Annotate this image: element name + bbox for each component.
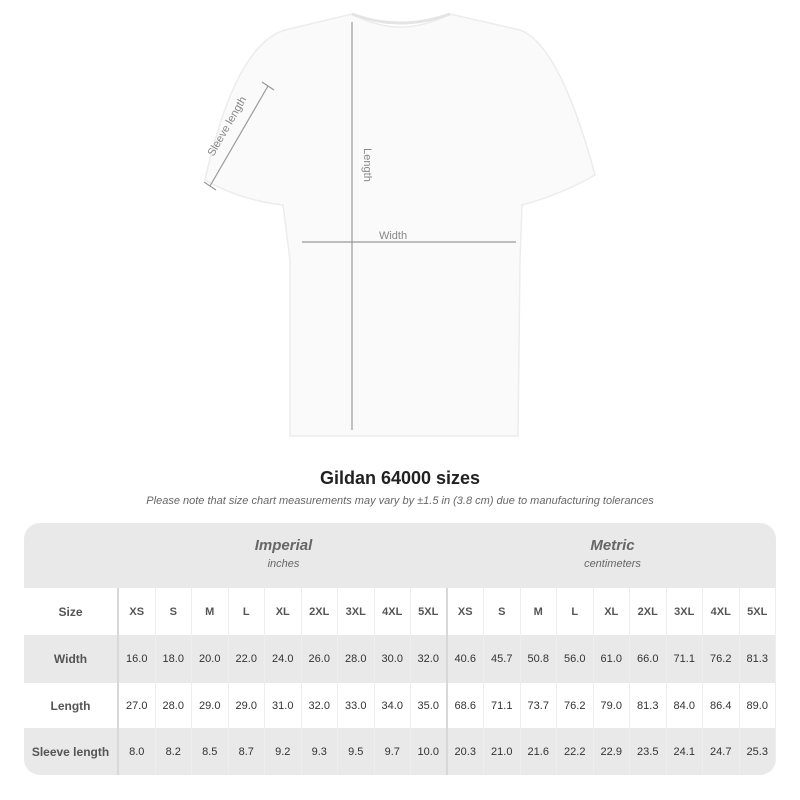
table-cell: 32.0 — [411, 635, 448, 683]
table-cell: 33.0 — [338, 683, 375, 728]
table-cell: 71.1 — [667, 635, 703, 683]
table-cell: 30.0 — [375, 635, 411, 683]
table-cell: 24.1 — [667, 728, 703, 775]
table-cell: 10.0 — [411, 728, 448, 775]
table-cell: XS — [119, 588, 156, 635]
measure-arrows — [203, 22, 516, 430]
table-cell: 31.0 — [265, 683, 302, 728]
table-cell: 28.0 — [156, 683, 192, 728]
table-cell: 26.0 — [302, 635, 338, 683]
table-cell: 4XL — [703, 588, 740, 635]
table-cell: 28.0 — [338, 635, 375, 683]
table-cell: 24.0 — [265, 635, 302, 683]
table-cell: 9.5 — [338, 728, 375, 775]
table-cell: 2XL — [630, 588, 667, 635]
row-label: Size — [24, 588, 119, 635]
width-label: Width — [379, 230, 407, 242]
table-cell: 45.7 — [484, 635, 521, 683]
table-cell: XL — [265, 588, 302, 635]
table-cell: 76.2 — [557, 683, 594, 728]
table-cell: 61.0 — [594, 635, 630, 683]
row-label: Length — [24, 683, 119, 728]
table-cell: 20.3 — [448, 728, 484, 775]
table-cell: L — [557, 588, 594, 635]
table-cell: 5XL — [740, 588, 776, 635]
length-label: Length — [361, 148, 373, 182]
table-cell: 8.5 — [192, 728, 229, 775]
table-cell: 81.3 — [630, 683, 667, 728]
size-header-row: Size XS S M L XL 2XL 3XL 4XL 5XL XS S M L XL 2XL 3XL 4XL 5… — [24, 588, 776, 635]
table-cell: L — [229, 588, 265, 635]
table-cell: 34.0 — [375, 683, 411, 728]
group-name: Imperial — [254, 537, 313, 554]
table-cell: 20.0 — [192, 635, 229, 683]
table-cell: 68.6 — [448, 683, 484, 728]
table-cell: 23.5 — [630, 728, 667, 775]
table-cell: 8.2 — [156, 728, 192, 775]
table-cell: 3XL — [338, 588, 375, 635]
table-cell: 9.7 — [375, 728, 411, 775]
table-cell: 25.3 — [740, 728, 776, 775]
table-cell: XL — [594, 588, 630, 635]
table-cell: 76.2 — [703, 635, 740, 683]
table-cell: 5XL — [411, 588, 448, 635]
table-row: Length 27.0 28.0 29.0 29.0 31.0 32.0 33.0 34.0 35… — [24, 683, 776, 728]
table-cell: M — [192, 588, 229, 635]
table-cell: 9.3 — [302, 728, 338, 775]
table-cell: 22.9 — [594, 728, 630, 775]
table-cell: 71.1 — [484, 683, 521, 728]
table-cell: 66.0 — [630, 635, 667, 683]
table-cell: 50.8 — [521, 635, 557, 683]
table-row: Sleeve length 8.0 8.2 8.5 8.7 9.2 9.3 9.5 9.7 10.… — [24, 728, 776, 775]
table-cell: 16.0 — [119, 635, 156, 683]
table-cell: 73.7 — [521, 683, 557, 728]
table-cell: 24.7 — [703, 728, 740, 775]
table-cell: 22.2 — [557, 728, 594, 775]
table-cell: XS — [448, 588, 484, 635]
table-row: Width 16.0 18.0 20.0 22.0 24.0 26.0 28.0 30.0 32.… — [24, 635, 776, 683]
table-cell: 3XL — [667, 588, 703, 635]
table-cell: 32.0 — [302, 683, 338, 728]
table-cell: 79.0 — [594, 683, 630, 728]
row-label: Sleeve length — [24, 728, 119, 775]
group-header: Imperial inches Metric centimeters — [24, 523, 776, 588]
group-name: Metric — [590, 537, 635, 554]
group-unit: inches — [267, 558, 300, 570]
size-table: Imperial inches Metric centimeters Size XS S… — [24, 523, 776, 775]
table-cell: 21.6 — [521, 728, 557, 775]
table-cell: 22.0 — [229, 635, 265, 683]
row-label: Width — [24, 635, 119, 683]
table-cell: S — [156, 588, 192, 635]
table-cell: 29.0 — [229, 683, 265, 728]
table-cell: 35.0 — [411, 683, 448, 728]
table-cell: 84.0 — [667, 683, 703, 728]
imperial-header: Imperial inches — [119, 537, 448, 570]
table-cell: 29.0 — [192, 683, 229, 728]
tshirt-shape — [204, 13, 596, 437]
table-cell: 21.0 — [484, 728, 521, 775]
table-cell: 89.0 — [740, 683, 776, 728]
tshirt-illustration: Length Width Sleeve length — [203, 12, 596, 437]
table-cell: 81.3 — [740, 635, 776, 683]
table-cell: 4XL — [375, 588, 411, 635]
table-cell: 8.7 — [229, 728, 265, 775]
table-cell: 2XL — [302, 588, 338, 635]
tolerance-note: Please note that size chart measurements… — [146, 495, 654, 507]
table-cell: 9.2 — [265, 728, 302, 775]
group-unit: centimeters — [584, 558, 641, 570]
table-cell: 8.0 — [119, 728, 156, 775]
table-cell: 56.0 — [557, 635, 594, 683]
chart-title: Gildan 64000 sizes — [319, 468, 481, 488]
table-cell: M — [521, 588, 557, 635]
table-cell: S — [484, 588, 521, 635]
table-cell: 27.0 — [119, 683, 156, 728]
table-cell: 18.0 — [156, 635, 192, 683]
table-cell: 40.6 — [448, 635, 484, 683]
metric-header: Metric centimeters — [448, 537, 776, 570]
table-cell: 86.4 — [703, 683, 740, 728]
